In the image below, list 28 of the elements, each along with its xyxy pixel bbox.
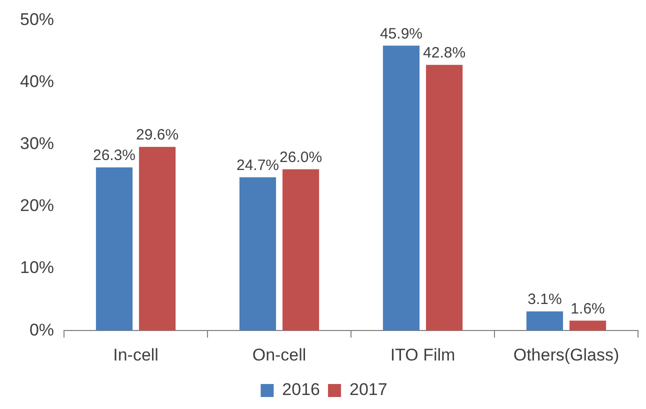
bar — [382, 46, 420, 331]
bar — [282, 169, 320, 331]
data-label: 29.6% — [136, 126, 179, 144]
y-tick-label: 10% — [20, 258, 54, 278]
bar — [139, 146, 176, 331]
y-tick-label: 50% — [20, 10, 54, 29]
x-tick-label: Others(Glass) — [513, 345, 620, 364]
data-label: 26.3% — [92, 146, 136, 164]
legend-label: 2017 — [350, 380, 388, 400]
y-tick-label: 40% — [20, 72, 54, 91]
legend-label: 2016 — [282, 380, 320, 400]
y-tick-label: 0% — [29, 320, 54, 340]
y-tick-label: 30% — [20, 134, 54, 154]
data-label: 24.7% — [236, 156, 280, 174]
data-label: 26.0% — [280, 148, 322, 166]
data-label: 1.6% — [570, 300, 605, 318]
y-tick-label: 20% — [20, 196, 54, 216]
x-tick-label: ITO Film — [390, 345, 456, 364]
x-tick-label: In-cell — [113, 345, 158, 364]
bar — [239, 177, 276, 331]
bar — [569, 320, 606, 331]
data-label: 45.9% — [380, 25, 423, 42]
data-label: 42.8% — [423, 44, 466, 62]
x-tick-label: On-cell — [252, 345, 306, 364]
bar — [96, 167, 133, 331]
bar — [426, 64, 463, 331]
bar — [526, 311, 564, 331]
data-label: 3.1% — [528, 290, 562, 308]
